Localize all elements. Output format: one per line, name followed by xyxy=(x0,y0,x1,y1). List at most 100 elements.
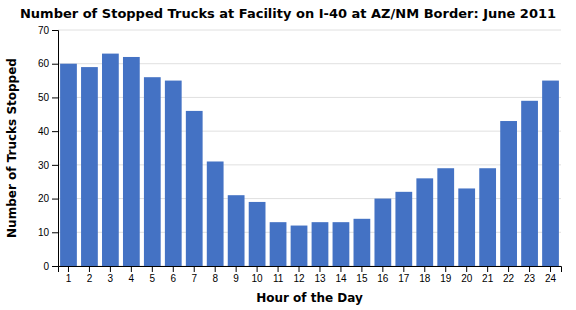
x-tick: 6 xyxy=(170,266,176,284)
tick-mark xyxy=(340,266,341,272)
tick-mark xyxy=(424,266,425,272)
tick-mark xyxy=(52,97,58,98)
tick-label: 19 xyxy=(440,273,452,284)
tick-mark xyxy=(236,266,237,272)
y-tick: 20 xyxy=(38,193,58,204)
tick-mark xyxy=(52,64,58,65)
x-tick: 8 xyxy=(212,266,218,284)
tick-label: 14 xyxy=(335,273,347,284)
x-tick: 19 xyxy=(440,266,452,284)
bar xyxy=(102,54,119,266)
x-tick: 14 xyxy=(335,266,347,284)
x-tick: 15 xyxy=(356,266,368,284)
tick-label: 22 xyxy=(503,273,515,284)
x-tick: 21 xyxy=(482,266,494,284)
tick-label: 17 xyxy=(398,273,410,284)
tick-label: 60 xyxy=(38,58,50,69)
bar xyxy=(207,161,224,266)
y-axis: 0 10 20 30 40 50 60 70 xyxy=(38,25,59,272)
bar xyxy=(144,77,161,266)
axis-line xyxy=(59,267,562,273)
tick-label: 30 xyxy=(38,160,50,171)
bar xyxy=(479,168,496,266)
tick-label: 4 xyxy=(129,273,135,284)
bar xyxy=(458,188,475,266)
bar xyxy=(354,219,371,266)
x-tick: 10 xyxy=(252,266,264,284)
x-tick: 24 xyxy=(545,266,557,284)
tick-mark xyxy=(257,266,258,272)
tick-mark xyxy=(52,232,58,233)
tick-mark xyxy=(52,30,58,31)
x-tick: 3 xyxy=(108,266,114,284)
x-axis: 123456789101112131415161718192021222324 xyxy=(59,266,562,284)
x-tick: 12 xyxy=(293,266,305,284)
bar xyxy=(374,199,391,266)
bar xyxy=(249,202,266,266)
tick-label: 70 xyxy=(38,25,50,36)
tick-mark xyxy=(466,266,467,272)
tick-label: 12 xyxy=(293,273,305,284)
tick-label: 13 xyxy=(314,273,326,284)
y-tick: 0 xyxy=(43,261,58,272)
tick-mark xyxy=(52,165,58,166)
bar xyxy=(123,57,140,266)
tick-label: 0 xyxy=(43,261,49,272)
tick-mark xyxy=(52,199,58,200)
tick-mark xyxy=(299,266,300,272)
bar xyxy=(186,111,203,266)
tick-label: 24 xyxy=(545,273,557,284)
y-axis-label: Number of Trucks Stopped xyxy=(5,58,19,238)
x-tick: 20 xyxy=(461,266,473,284)
y-tick: 50 xyxy=(38,92,58,103)
tick-mark xyxy=(487,266,488,272)
grid xyxy=(58,30,561,266)
tick-mark xyxy=(68,266,69,272)
bar xyxy=(500,121,517,266)
tick-mark xyxy=(403,266,404,272)
bar xyxy=(60,64,77,266)
x-tick: 9 xyxy=(233,266,239,284)
tick-mark xyxy=(89,266,90,272)
bar xyxy=(437,168,454,266)
tick-mark xyxy=(508,266,509,272)
tick-label: 50 xyxy=(38,92,50,103)
tick-mark xyxy=(278,266,279,272)
x-tick: 23 xyxy=(524,266,536,284)
tick-mark xyxy=(215,266,216,272)
tick-label: 7 xyxy=(191,273,197,284)
tick-label: 10 xyxy=(38,227,50,238)
x-tick: 17 xyxy=(398,266,410,284)
bar xyxy=(542,81,559,266)
tick-label: 1 xyxy=(66,273,72,284)
tick-label: 11 xyxy=(273,273,284,284)
tick-label: 21 xyxy=(482,273,494,284)
tick-mark xyxy=(173,266,174,272)
bar xyxy=(395,192,412,266)
tick-label: 20 xyxy=(38,193,50,204)
tick-mark xyxy=(361,266,362,272)
tick-mark xyxy=(152,266,153,272)
tick-mark xyxy=(445,266,446,272)
x-tick: 22 xyxy=(503,266,515,284)
tick-label: 6 xyxy=(170,273,176,284)
bars xyxy=(60,54,559,266)
tick-label: 23 xyxy=(524,273,536,284)
tick-label: 16 xyxy=(377,273,389,284)
tick-label: 10 xyxy=(252,273,264,284)
tick-mark xyxy=(52,266,58,267)
bar xyxy=(312,222,329,266)
x-tick: 16 xyxy=(377,266,389,284)
x-tick: 5 xyxy=(150,266,156,284)
tick-label: 2 xyxy=(87,273,93,284)
bar xyxy=(416,178,433,266)
x-axis-label: Hour of the Day xyxy=(256,291,363,305)
tick-mark xyxy=(319,266,320,272)
tick-label: 40 xyxy=(38,126,50,137)
y-tick: 10 xyxy=(38,227,58,238)
tick-mark xyxy=(529,266,530,272)
x-tick: 11 xyxy=(273,266,284,284)
x-tick: 13 xyxy=(314,266,326,284)
y-tick: 60 xyxy=(38,58,58,69)
axis-line xyxy=(52,31,59,267)
